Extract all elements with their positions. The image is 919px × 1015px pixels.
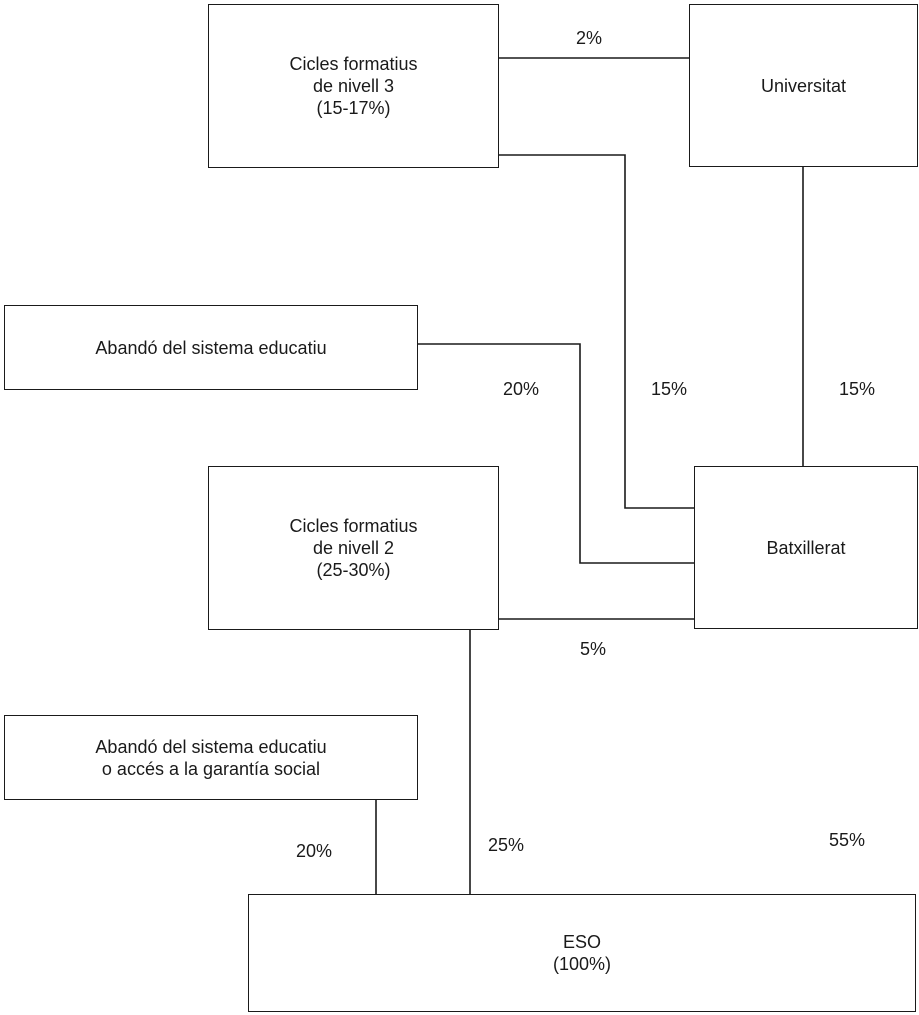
node-label-line: o accés a la garantía social (101, 758, 321, 779)
node-eso: ESO (100%) (248, 894, 916, 1012)
node-label-line: (25-30%) (316, 560, 391, 580)
node-abandono-sistema-educatiu: Abandó del sistema educatiu (4, 305, 418, 390)
flow-label-cicles2-eso: 25% (488, 835, 525, 855)
connector-abandono1-batxillerat (418, 343, 694, 564)
flow-label-cicles2-batxillerat: 5% (580, 639, 607, 659)
node-universitat: Universitat (689, 4, 918, 167)
flow-label-cicles3-universitat: 2% (576, 28, 603, 48)
node-label-line: Cicles formatius (289, 516, 418, 536)
flow-label-cicles3-batxillerat: 15% (651, 379, 688, 399)
node-label-line: Abandó del sistema educatiu (95, 337, 327, 358)
flow-label-abandono1: 20% (503, 379, 540, 399)
node-label-line: de nivell 3 (312, 76, 395, 96)
node-label-line: (100%) (552, 954, 612, 974)
node-cicles-nivell-3: Cicles formatius de nivell 3 (15-17%) (208, 4, 499, 168)
node-label-line: (15-17%) (316, 98, 391, 118)
node-label-line: Abandó del sistema educatiu (95, 736, 327, 757)
node-label-line: Universitat (760, 75, 847, 96)
flow-label-batxillerat-eso: 55% (829, 830, 866, 850)
node-abandono-garantia-social: Abandó del sistema educatiu o accés a la… (4, 715, 418, 800)
node-label-line: ESO (562, 932, 601, 952)
node-label-line: Batxillerat (766, 537, 846, 558)
connector-cicles3-batxillerat (499, 154, 694, 509)
node-batxillerat: Batxillerat (694, 466, 918, 629)
node-label-line: de nivell 2 (312, 538, 395, 558)
flow-label-abandono2: 20% (296, 841, 333, 861)
flow-label-universitat-batxillerat: 15% (839, 379, 876, 399)
node-cicles-nivell-2: Cicles formatius de nivell 2 (25-30%) (208, 466, 499, 630)
node-label-line: Cicles formatius (289, 54, 418, 74)
